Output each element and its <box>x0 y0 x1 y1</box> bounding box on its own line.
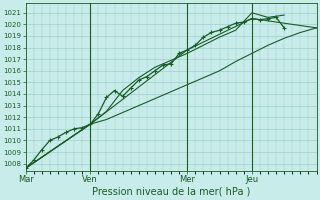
X-axis label: Pression niveau de la mer( hPa ): Pression niveau de la mer( hPa ) <box>92 187 250 197</box>
